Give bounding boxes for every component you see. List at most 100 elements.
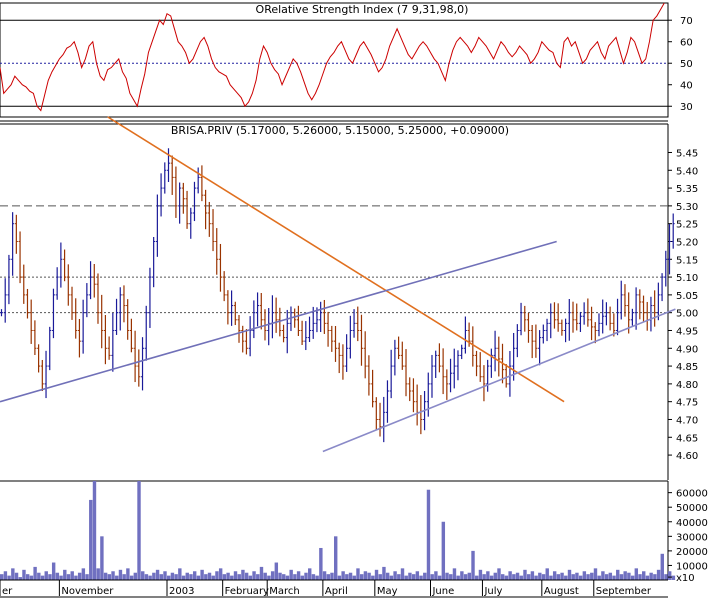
price-tick-label: 5.00 xyxy=(676,309,698,320)
volume-bar xyxy=(415,571,420,580)
volume-bar xyxy=(233,571,238,580)
volume-bar xyxy=(393,571,397,580)
ohlc-bar xyxy=(326,311,330,347)
ohlc-bar xyxy=(144,305,148,361)
price-tick-label: 4.80 xyxy=(676,380,698,391)
ohlc-bar xyxy=(434,350,438,378)
ohlc-bar xyxy=(493,330,497,372)
volume-bar xyxy=(222,574,227,580)
ohlc-bar xyxy=(48,326,52,371)
volume-bar xyxy=(638,574,642,580)
ohlc-bar xyxy=(63,249,67,282)
volume-bar xyxy=(241,569,245,580)
volume-bar xyxy=(44,571,48,580)
volume-bar xyxy=(107,574,112,580)
ohlc-bar xyxy=(571,301,575,333)
ohlc-bar xyxy=(627,292,631,334)
volume-bar xyxy=(122,574,126,580)
volume-tick-label: 10000 xyxy=(676,561,708,572)
volume-bar xyxy=(389,575,394,580)
ohlc-bar xyxy=(475,350,479,377)
ohlc-bar xyxy=(523,305,527,332)
volume-bar xyxy=(619,574,624,580)
ohlc-bar xyxy=(322,299,326,334)
volume-bar xyxy=(167,575,171,580)
rsi-panel: 30 40 50 60 70 xyxy=(0,2,693,118)
volume-bar xyxy=(237,574,241,580)
volume-bar xyxy=(66,574,71,580)
ohlc-bar xyxy=(616,298,620,336)
ohlc-bar xyxy=(196,167,200,194)
volume-bar xyxy=(612,575,616,580)
volume-bar xyxy=(556,574,561,580)
price-tick-label: 5.45 xyxy=(676,148,698,159)
volume-bar xyxy=(211,575,215,580)
ohlc-bar xyxy=(597,313,601,337)
price-tick-label: 5.15 xyxy=(676,255,698,266)
volume-bar xyxy=(627,572,631,580)
ohlc-bar xyxy=(578,311,582,332)
ohlc-bar xyxy=(530,325,534,359)
ohlc-bar xyxy=(400,341,404,370)
volume-bar xyxy=(278,572,282,580)
ohlc-bar xyxy=(85,283,89,318)
ohlc-bar xyxy=(122,285,126,323)
ohlc-bar xyxy=(167,148,170,182)
ohlc-bar xyxy=(181,182,185,214)
ohlc-bar xyxy=(274,297,278,333)
price-tick-label: 4.75 xyxy=(676,398,698,409)
volume-bar xyxy=(200,569,204,580)
ohlc-bar xyxy=(155,194,159,257)
ohlc-bar xyxy=(463,316,467,354)
volume-bar xyxy=(378,574,382,580)
volume-bar xyxy=(118,569,123,580)
ohlc-bar xyxy=(556,303,560,332)
ohlc-bar xyxy=(55,267,59,300)
ohlc-bar xyxy=(37,344,41,373)
ohlc-bar xyxy=(541,324,545,344)
rsi-title: ORelative Strength Index (7 9,31,98,0) xyxy=(256,3,469,16)
volume-bar xyxy=(155,569,160,580)
volume-bar xyxy=(497,568,501,580)
volume-bar xyxy=(441,521,446,580)
volume-bar xyxy=(489,575,494,580)
ohlc-bar xyxy=(77,319,81,358)
ohlc-bar xyxy=(668,224,671,275)
volume-bar xyxy=(40,575,45,580)
x-axis-label: March xyxy=(269,586,299,597)
volume-bar xyxy=(74,575,78,580)
volume-bar xyxy=(55,572,60,580)
volume-bar xyxy=(671,575,676,580)
ohlc-bar xyxy=(385,380,389,423)
price-tick-label: 5.10 xyxy=(676,273,698,284)
price-tick-label: 4.90 xyxy=(676,344,698,355)
volume-bar xyxy=(363,571,368,580)
x-axis-label: November xyxy=(61,586,114,597)
volume-bar xyxy=(11,568,15,580)
ohlc-bar xyxy=(345,334,349,372)
ohlc-bar xyxy=(604,302,608,326)
ohlc-bar xyxy=(460,344,464,360)
volume-bar xyxy=(501,574,505,580)
volume-bar xyxy=(345,574,349,580)
ohlc-bar xyxy=(248,316,252,357)
volume-bar xyxy=(423,572,427,580)
ohlc-bar xyxy=(137,349,141,387)
volume-bar xyxy=(449,574,453,580)
ohlc-bar xyxy=(74,298,78,339)
volume-bar xyxy=(604,574,609,580)
volume-bar xyxy=(452,568,457,580)
ohlc-bar xyxy=(3,278,7,323)
ohlc-bar xyxy=(192,181,196,222)
volume-bar xyxy=(330,572,334,580)
volume-bar xyxy=(218,568,223,580)
volume-bar xyxy=(575,572,579,580)
ohlc-bar xyxy=(296,305,300,336)
volume-bar xyxy=(289,569,293,580)
volume-bar xyxy=(144,574,149,580)
volume-bar xyxy=(385,572,390,580)
ohlc-bar xyxy=(230,290,234,326)
volume-bar xyxy=(463,574,468,580)
